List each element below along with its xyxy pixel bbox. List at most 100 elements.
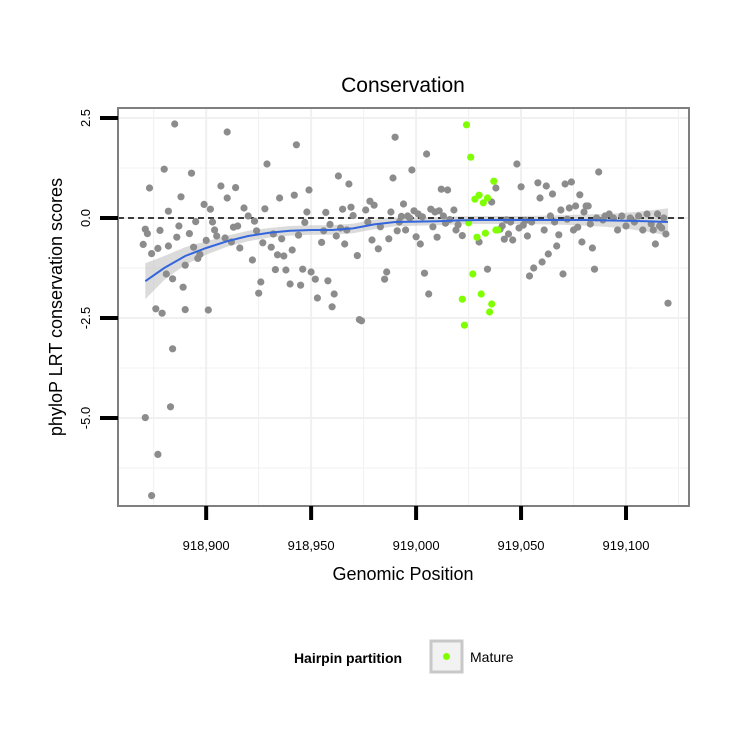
data-point-144: [492, 184, 500, 192]
data-point-70: [294, 231, 303, 239]
data-point-106: [383, 268, 391, 276]
data-point-179: [572, 202, 580, 210]
data-point-7: [143, 230, 151, 238]
data-point-209: [660, 214, 668, 222]
y-axis-title: phyloP LRT conservation scores: [46, 178, 66, 436]
chart-title: Conservation: [341, 74, 465, 97]
x-axis-title: Genomic Position: [332, 564, 473, 584]
data-point-33: [202, 236, 210, 244]
legend-label-mature: Mature: [470, 649, 514, 665]
data-point-149: [504, 230, 513, 238]
data-point-55: [259, 239, 267, 247]
data-point-24: [181, 306, 189, 314]
data-point-131: [435, 207, 443, 215]
data-point-62: [276, 194, 284, 202]
data-point-2: [154, 450, 162, 458]
data-point-166: [544, 250, 552, 258]
data-point-3: [166, 403, 175, 411]
data-point-19: [171, 120, 179, 128]
mature-point-13: [486, 308, 494, 316]
mature-point-4: [467, 153, 475, 161]
data-point-187: [588, 244, 597, 252]
data-point-87: [334, 172, 342, 180]
mature-point-15: [490, 177, 498, 185]
data-point-82: [324, 277, 332, 285]
data-point-74: [303, 208, 311, 216]
mature-point-17: [494, 226, 502, 234]
data-point-113: [397, 212, 405, 220]
points-other: [139, 120, 672, 500]
data-point-152: [513, 160, 521, 168]
data-point-204: [649, 226, 657, 234]
data-point-17: [164, 207, 172, 215]
mature-point-5: [469, 270, 477, 278]
data-point-32: [200, 200, 208, 208]
data-point-65: [282, 266, 290, 274]
data-point-9: [148, 250, 156, 258]
x-tick-label-0: 918,900: [183, 538, 230, 553]
data-point-162: [536, 194, 544, 202]
smooth-fit-line: [144, 219, 669, 283]
smooth-line-layer: [144, 219, 669, 283]
data-point-177: [567, 178, 576, 186]
data-point-167: [546, 212, 555, 220]
data-point-49: [244, 212, 252, 220]
data-point-21: [175, 222, 183, 230]
data-point-5: [139, 240, 147, 248]
data-point-92: [345, 180, 353, 188]
data-point-132: [437, 185, 445, 193]
mature-point-9: [477, 290, 485, 298]
data-point-76: [307, 268, 315, 276]
data-point-39: [217, 182, 225, 190]
data-point-81: [322, 208, 330, 216]
data-point-168: [548, 190, 557, 198]
mature-point-1: [460, 321, 468, 329]
data-point-63: [278, 235, 286, 243]
data-point-11: [154, 244, 162, 252]
data-point-95: [353, 252, 361, 260]
legend-title: Hairpin partition: [294, 650, 402, 666]
data-point-46: [234, 222, 242, 230]
data-point-142: [483, 265, 492, 273]
data-point-51: [250, 217, 259, 225]
data-point-56: [261, 205, 269, 213]
data-point-122: [416, 240, 424, 248]
data-point-172: [557, 206, 565, 214]
data-point-171: [555, 231, 563, 239]
data-point-181: [576, 191, 584, 199]
data-point-135: [444, 186, 452, 194]
data-point-101: [368, 236, 376, 244]
data-point-102: [370, 201, 378, 209]
data-point-137: [450, 206, 458, 214]
data-point-99: [364, 218, 372, 226]
data-point-42: [223, 128, 231, 136]
data-point-84: [328, 303, 336, 311]
data-point-86: [332, 232, 340, 240]
data-point-22: [177, 193, 185, 201]
data-point-210: [662, 230, 670, 238]
data-point-48: [240, 204, 248, 212]
data-point-4: [169, 345, 177, 353]
data-point-110: [391, 133, 399, 141]
data-point-26: [185, 230, 193, 238]
data-point-29: [192, 218, 200, 226]
data-point-202: [643, 210, 651, 218]
data-point-72: [299, 265, 307, 273]
data-point-109: [389, 174, 397, 182]
data-point-47: [236, 244, 244, 252]
mature-point-7: [473, 233, 481, 241]
mature-point-0: [458, 295, 466, 303]
data-point-158: [525, 272, 534, 280]
data-point-140: [458, 232, 466, 240]
mature-point-2: [462, 121, 471, 129]
data-point-211: [664, 299, 672, 307]
data-point-0: [141, 414, 149, 422]
data-point-15: [162, 270, 170, 278]
data-point-111: [393, 227, 401, 235]
data-point-90: [341, 240, 349, 248]
data-point-125: [423, 150, 431, 158]
x-tick-label-4: 919,100: [603, 538, 650, 553]
mature-point-14: [488, 300, 496, 308]
data-point-126: [425, 290, 433, 298]
y-tick-label-1: -2.5: [78, 307, 93, 329]
